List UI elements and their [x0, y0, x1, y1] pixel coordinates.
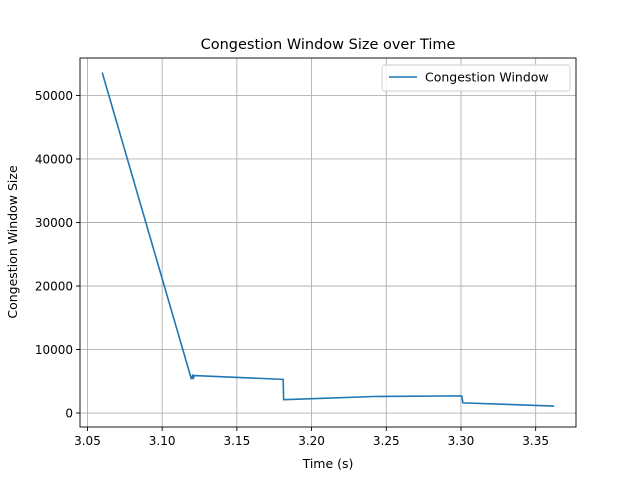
x-tick-label: 3.25	[373, 434, 400, 448]
y-tick-label: 20000	[35, 280, 73, 294]
y-tick-label: 50000	[35, 89, 73, 103]
x-axis-ticks: 3.05 3.10 3.15 3.20 3.25 3.30 3.35	[74, 427, 549, 448]
y-gridlines	[80, 95, 576, 414]
x-tick-label: 3.30	[448, 434, 475, 448]
x-axis-label: Time (s)	[302, 456, 354, 471]
x-tick-label: 3.10	[149, 434, 176, 448]
plot-frame	[79, 57, 577, 428]
series-line-congestion-window	[101, 72, 555, 407]
x-tick-label: 3.15	[224, 434, 251, 448]
x-tick-label: 3.20	[298, 434, 325, 448]
plot-area	[80, 58, 576, 427]
x-tick-label: 3.35	[522, 434, 549, 448]
y-tick-label: 10000	[35, 343, 73, 357]
chart-title: Congestion Window Size over Time	[201, 37, 456, 53]
legend-box	[381, 64, 571, 92]
legend-label-congestion-window: Congestion Window	[425, 70, 549, 85]
y-tick-label: 30000	[35, 216, 73, 230]
y-tick-label: 0	[65, 407, 73, 421]
y-axis-ticks: 0 10000 20000 30000 40000 50000	[35, 89, 80, 421]
legend: Congestion Window	[381, 64, 571, 92]
y-tick-label: 40000	[35, 152, 73, 166]
x-gridlines	[87, 58, 537, 427]
y-axis-label: Congestion Window Size	[5, 165, 20, 319]
x-tick-label: 3.05	[74, 434, 101, 448]
